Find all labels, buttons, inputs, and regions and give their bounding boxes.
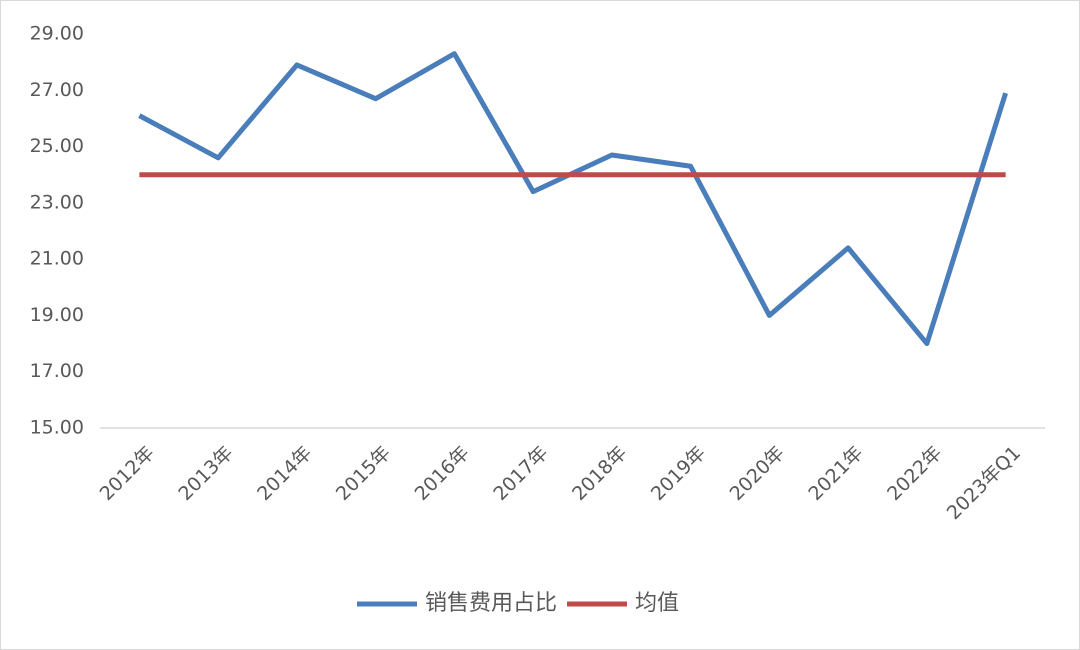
y-tick-label: 23.00 xyxy=(30,191,84,213)
y-tick-label: 17.00 xyxy=(30,360,84,382)
y-tick-label: 27.00 xyxy=(30,79,84,101)
y-tick-label: 25.00 xyxy=(30,135,84,157)
legend-label: 销售费用占比 xyxy=(425,591,557,616)
legend-label: 均值 xyxy=(635,591,679,616)
y-tick-label: 15.00 xyxy=(30,417,84,439)
y-tick-label: 19.00 xyxy=(30,304,84,326)
y-tick-label: 29.00 xyxy=(30,23,84,45)
y-tick-label: 21.00 xyxy=(30,248,84,270)
